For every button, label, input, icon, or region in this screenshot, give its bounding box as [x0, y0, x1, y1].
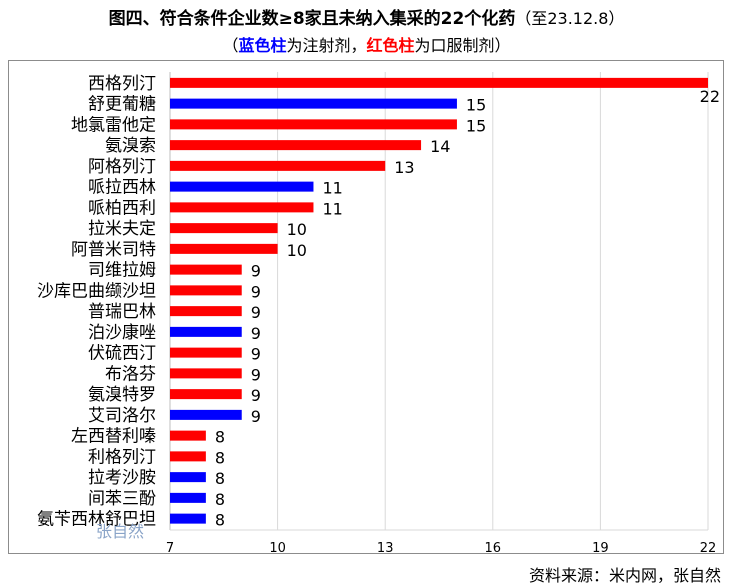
subtitle-close: ）	[494, 36, 511, 55]
bar	[170, 160, 386, 171]
bar	[170, 326, 242, 337]
category-label: 氨溴索	[105, 136, 156, 156]
data-label: 13	[394, 158, 414, 177]
data-label: 9	[251, 345, 261, 364]
data-label: 11	[322, 179, 342, 198]
category-label: 司维拉姆	[88, 261, 156, 281]
category-label: 左西替利嗪	[71, 427, 156, 447]
bar	[170, 472, 206, 483]
bar	[170, 430, 206, 441]
data-label: 8	[215, 511, 225, 530]
bar	[170, 285, 242, 296]
bar	[170, 202, 314, 213]
category-label: 地氯雷他定	[71, 115, 156, 135]
chart-frame	[8, 60, 724, 554]
category-label: 沙库巴曲缬沙坦	[37, 281, 156, 301]
chart-subtitle: （蓝色柱为注射剂，红色柱为口服制剂）	[0, 32, 733, 56]
bar	[170, 306, 242, 317]
category-label: 氨苄西林舒巴坦	[37, 510, 156, 530]
x-tick-label: 13	[377, 541, 394, 556]
data-label: 8	[215, 490, 225, 509]
x-tick-label: 22	[700, 541, 717, 556]
data-label: 14	[430, 137, 450, 156]
data-label: 8	[215, 448, 225, 467]
category-label: 西格列汀	[88, 74, 156, 94]
title-date: （至23.12.8）	[515, 9, 625, 28]
data-label: 10	[287, 241, 307, 260]
x-tick-label: 10	[269, 541, 286, 556]
category-label: 阿格列汀	[88, 157, 156, 177]
category-label: 普瑞巴林	[88, 302, 156, 322]
bar	[170, 492, 206, 503]
data-label: 10	[287, 220, 307, 239]
category-label: 泊沙康唑	[88, 323, 156, 343]
category-label: 间苯三酚	[88, 489, 156, 509]
bar	[170, 223, 278, 234]
bar	[170, 409, 242, 420]
data-label: 9	[251, 386, 261, 405]
data-label: 11	[322, 199, 342, 218]
bar	[170, 368, 242, 379]
category-label: 阿普米司特	[71, 240, 156, 260]
chart-title: 图四、符合条件企业数≥8家且未纳入集采的22个化药（至23.12.8）	[0, 4, 733, 29]
watermark: 张自然	[96, 522, 145, 541]
data-label: 9	[251, 262, 261, 281]
category-label: 拉米夫定	[88, 219, 156, 239]
x-tick-label: 7	[166, 541, 174, 556]
source-note: 资料来源：米内网，张自然	[528, 566, 721, 585]
bar	[170, 264, 242, 275]
category-label: 氨溴特罗	[88, 385, 156, 405]
subtitle-red-label: 红色柱	[366, 36, 415, 55]
data-label: 9	[251, 324, 261, 343]
category-label: 利格列汀	[88, 447, 156, 467]
bar	[170, 347, 242, 358]
subtitle-open: （	[222, 36, 239, 55]
x-tick-label: 19	[592, 541, 609, 556]
subtitle-blue-label: 蓝色柱	[238, 36, 287, 55]
subtitle-blue-text: 为注射剂，	[286, 36, 367, 55]
bar	[170, 181, 314, 192]
category-label: 哌柏西利	[88, 198, 156, 218]
data-label: 9	[251, 303, 261, 322]
bar	[170, 119, 457, 130]
bar	[170, 243, 278, 254]
data-label: 8	[215, 469, 225, 488]
data-label: 9	[251, 365, 261, 384]
title-main: 图四、符合条件企业数≥8家且未纳入集采的22个化药	[108, 9, 516, 29]
bars	[170, 77, 708, 524]
data-label: 22	[700, 87, 720, 106]
category-label: 拉考沙胺	[88, 468, 156, 488]
category-label: 哌拉西林	[88, 178, 156, 198]
category-label: 艾司洛尔	[88, 406, 156, 426]
data-label: 9	[251, 407, 261, 426]
data-label: 15	[466, 96, 486, 115]
bar	[170, 98, 457, 109]
data-label: 15	[466, 116, 486, 135]
data-label: 8	[215, 428, 225, 447]
bar	[170, 140, 422, 151]
labels: 7 10 13 16 19 22 西格列汀 22 舒更葡糖 15 地氯雷他定 15 氨溴索 14 阿格列汀 1…	[37, 74, 720, 556]
subtitle-red-text: 为口服制剂	[414, 36, 495, 55]
category-label: 舒更葡糖	[88, 95, 156, 115]
bar	[170, 389, 242, 400]
category-label: 布洛芬	[105, 364, 156, 384]
x-tick-label: 16	[485, 541, 502, 556]
category-label: 伏硫西汀	[88, 344, 156, 364]
bar	[170, 513, 206, 524]
bar	[170, 451, 206, 462]
bar	[170, 77, 708, 88]
data-label: 9	[251, 282, 261, 301]
